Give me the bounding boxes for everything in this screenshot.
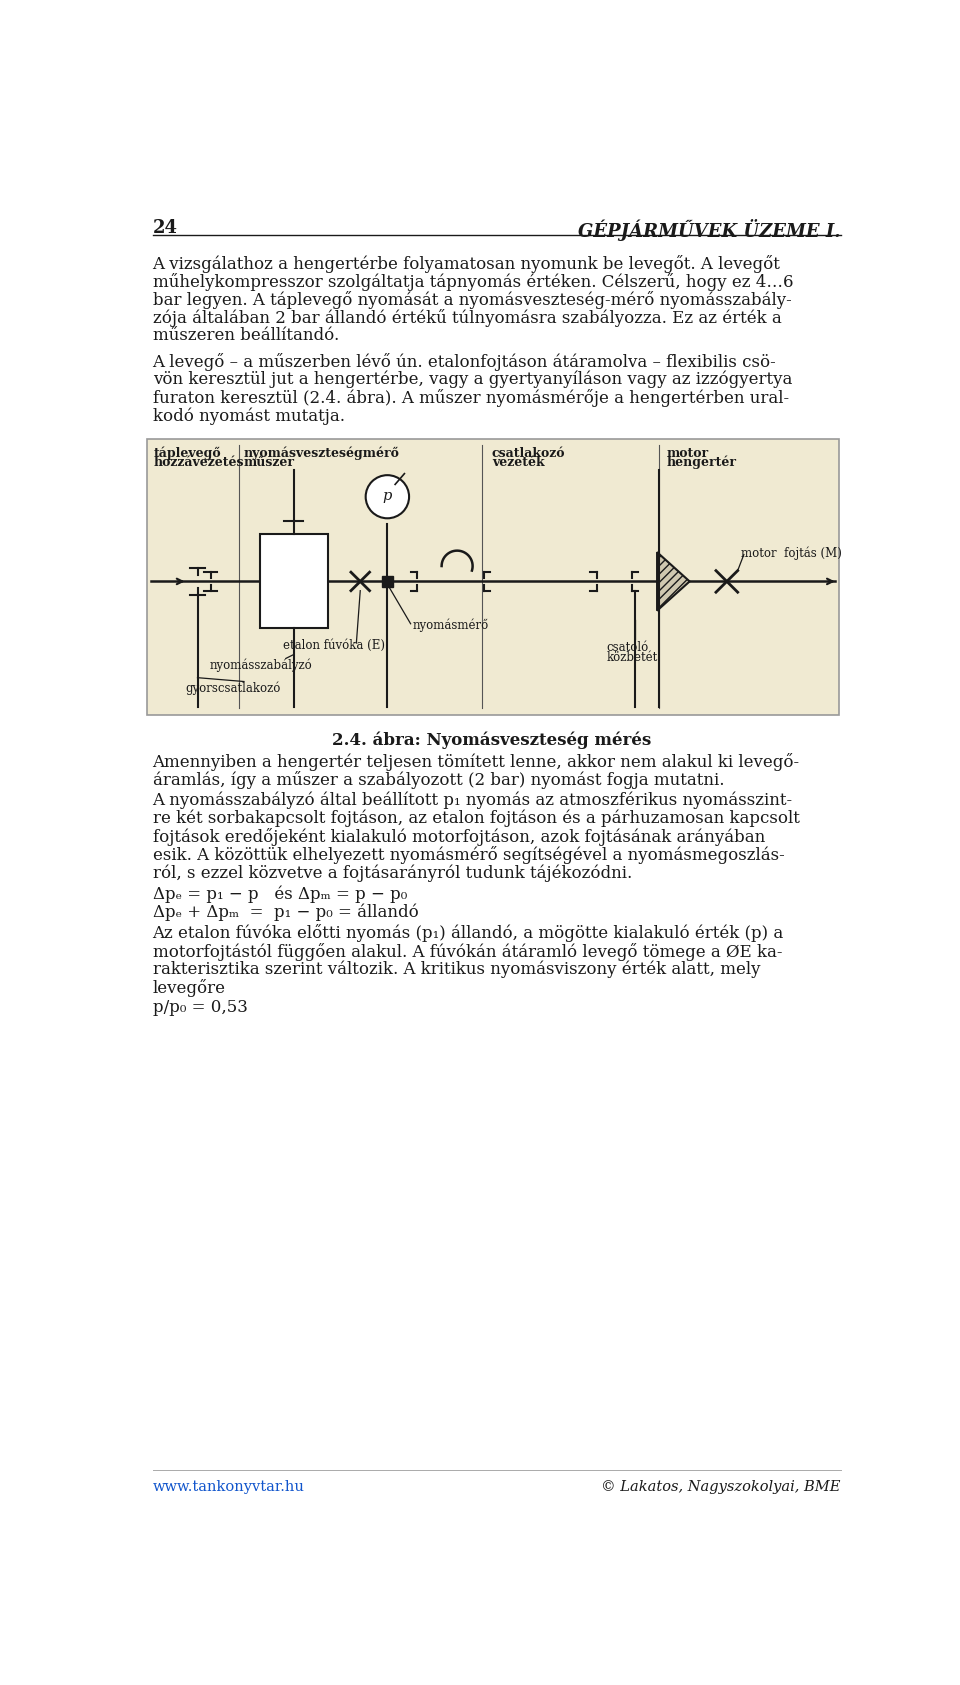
- Text: vezeték: vezeték: [492, 457, 544, 468]
- Text: műhelykompresszor szolgáltatja tápnyomás értéken. Célszerű, hogy ez 4…6: műhelykompresszor szolgáltatja tápnyomás…: [153, 273, 793, 290]
- Text: nyomásmérő: nyomásmérő: [412, 618, 489, 632]
- Text: csatoló: csatoló: [607, 642, 649, 654]
- Text: re két sorbakapcsolt fojtáson, az etalon fojtáson és a párhuzamosan kapcsolt: re két sorbakapcsolt fojtáson, az etalon…: [153, 810, 800, 827]
- Text: hengertér: hengertér: [666, 457, 736, 470]
- Text: közbetét: közbetét: [607, 650, 658, 664]
- Text: zója általában 2 bar állandó értékű túlnyomásra szabályozza. Ez az érték a: zója általában 2 bar állandó értékű túln…: [153, 308, 781, 327]
- Text: etalon fúvóka (E): etalon fúvóka (E): [283, 639, 385, 652]
- Text: nyomásszabályzó: nyomásszabályzó: [210, 659, 313, 672]
- Text: csatlakozó: csatlakozó: [492, 447, 565, 460]
- Text: A nyomásszabályzó által beállított p₁ nyomás az atmoszférikus nyomásszint-: A nyomásszabályzó által beállított p₁ ny…: [153, 792, 793, 809]
- Text: p: p: [382, 489, 392, 504]
- Text: műszer: műszer: [244, 457, 295, 468]
- Bar: [147, 440, 839, 714]
- Text: A levegő – a műszerben lévő ún. etalonfojtáson átáramolva – flexibilis csö-: A levegő – a műszerben lévő ún. etalonfo…: [153, 352, 777, 371]
- Text: gyorscsatlakozó: gyorscsatlakozó: [186, 681, 281, 694]
- Text: Az etalon fúvóka előtti nyomás (p₁) állandó, a mögötte kialakuló érték (p) a: Az etalon fúvóka előtti nyomás (p₁) álla…: [153, 925, 783, 942]
- Text: motor: motor: [666, 447, 708, 460]
- Text: motor  fojtás (M): motor fojtás (M): [741, 546, 842, 559]
- Text: áramlás, így a műszer a szabályozott (2 bar) nyomást fogja mutatni.: áramlás, így a műszer a szabályozott (2 …: [153, 772, 724, 789]
- Text: Amennyiben a hengertér teljesen tömített lenne, akkor nem alakul ki levegő-: Amennyiben a hengertér teljesen tömített…: [153, 753, 800, 772]
- Text: Δpₑ = p₁ − p   és Δpₘ = p − p₀: Δpₑ = p₁ − p és Δpₘ = p − p₀: [153, 885, 407, 903]
- Bar: [382, 576, 393, 586]
- Text: motorfojtástól függően alakul. A fúvókán átáramló levegő tömege a ØE ka-: motorfojtástól függően alakul. A fúvókán…: [153, 942, 782, 960]
- Text: fojtások eredőjeként kialakuló motorfojtáson, azok fojtásának arányában: fojtások eredőjeként kialakuló motorfojt…: [153, 827, 765, 846]
- Text: bar legyen. A táplevegő nyomását a nyomásveszteség-mérő nyomásszabály-: bar legyen. A táplevegő nyomását a nyomá…: [153, 292, 791, 308]
- Text: rakterisztika szerint változik. A kritikus nyomásviszony érték alatt, mely: rakterisztika szerint változik. A kritik…: [153, 960, 760, 979]
- Text: nyomásveszteségmérő: nyomásveszteségmérő: [244, 447, 400, 460]
- Text: táplevegő: táplevegő: [154, 447, 221, 460]
- Text: vön keresztül jut a hengertérbe, vagy a gyertyanyíláson vagy az izzógyertya: vön keresztül jut a hengertérbe, vagy a …: [153, 371, 792, 388]
- Text: Δpₑ + Δpₘ  =  p₁ − p₀ = állandó: Δpₑ + Δpₘ = p₁ − p₀ = állandó: [153, 903, 419, 920]
- Circle shape: [366, 475, 409, 519]
- Text: GÉPJÁRMŰVEK ÜZEME I.: GÉPJÁRMŰVEK ÜZEME I.: [578, 219, 841, 241]
- Text: esik. A közöttük elhelyezett nyomásmérő segítségével a nyomásmegoszlás-: esik. A közöttük elhelyezett nyomásmérő …: [153, 846, 784, 864]
- Polygon shape: [657, 553, 689, 610]
- Bar: [259, 534, 327, 627]
- Text: www.tankonyvtar.hu: www.tankonyvtar.hu: [153, 1481, 304, 1495]
- Text: 2.4. ábra: Nyomásveszteség mérés: 2.4. ábra: Nyomásveszteség mérés: [332, 731, 652, 750]
- Text: 24: 24: [153, 219, 178, 238]
- Text: A vizsgálathoz a hengertérbe folyamatosan nyomunk be levegőt. A levegőt: A vizsgálathoz a hengertérbe folyamatosa…: [153, 254, 780, 273]
- Text: p/p₀ = 0,53: p/p₀ = 0,53: [153, 999, 248, 1016]
- Text: hozzávezetés: hozzávezetés: [154, 457, 244, 468]
- Text: kodó nyomást mutatja.: kodó nyomást mutatja.: [153, 408, 345, 425]
- Text: ról, s ezzel közvetve a fojtásarányról tudunk tájékozódni.: ról, s ezzel közvetve a fojtásarányról t…: [153, 864, 632, 881]
- Text: műszeren beállítandó.: műszeren beállítandó.: [153, 327, 339, 344]
- Text: levegőre: levegőre: [153, 979, 226, 998]
- Text: furaton keresztül (2.4. ábra). A műszer nyomásmérője a hengertérben ural-: furaton keresztül (2.4. ábra). A műszer …: [153, 389, 789, 406]
- Text: © Lakatos, Nagyszokolyai, BME: © Lakatos, Nagyszokolyai, BME: [601, 1481, 841, 1495]
